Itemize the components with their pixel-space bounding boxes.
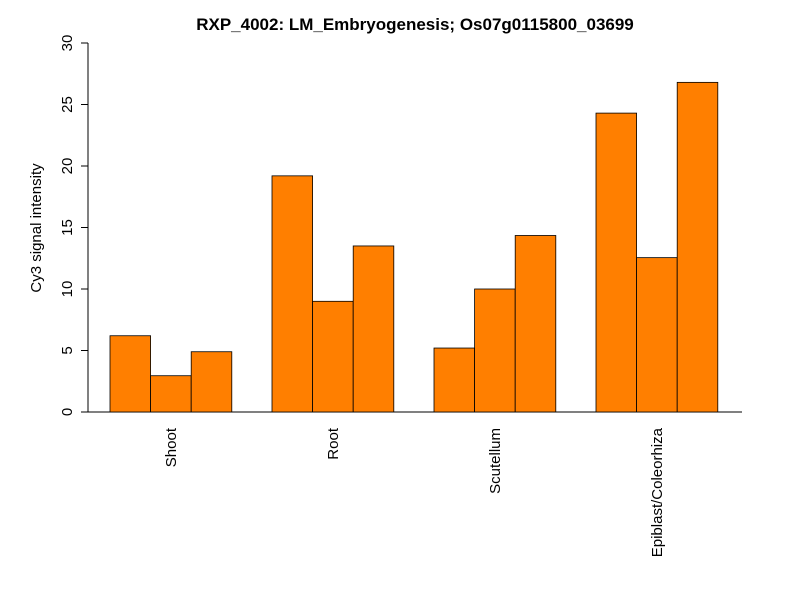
bars bbox=[109, 81, 719, 413]
y-tick-label: 30 bbox=[59, 35, 76, 52]
y-tick-label: 0 bbox=[59, 408, 76, 416]
bar-root-1 bbox=[271, 175, 313, 413]
y-tick-label: 15 bbox=[59, 219, 76, 236]
bar-shoot-3 bbox=[190, 351, 233, 413]
y-tick-label: 10 bbox=[59, 281, 76, 298]
category-labels: Shoot Root Scutellum Epiblast/Coleorhiza bbox=[163, 427, 666, 557]
category-label: Shoot bbox=[163, 427, 180, 467]
category-label: Root bbox=[325, 427, 342, 460]
y-axis-label: Cy3 signal intensity bbox=[28, 163, 45, 293]
bar-scutellum-3 bbox=[514, 235, 557, 413]
bar-root-3 bbox=[352, 245, 395, 413]
chart-title: RXP_4002: LM_Embryogenesis; Os07g0115800… bbox=[196, 15, 634, 34]
bar-scutellum-1 bbox=[433, 347, 475, 413]
bar-root-2 bbox=[312, 300, 354, 413]
bar-epiblast-coleorhiza-1 bbox=[595, 112, 637, 413]
bar-scutellum-2 bbox=[474, 288, 516, 413]
y-tick-label: 20 bbox=[59, 158, 76, 175]
category-label: Epiblast/Coleorhiza bbox=[649, 427, 666, 557]
y-tick-label: 25 bbox=[59, 96, 76, 113]
category-label: Scutellum bbox=[487, 428, 504, 494]
bar-shoot-2 bbox=[150, 375, 192, 413]
bar-epiblast-coleorhiza-3 bbox=[676, 81, 719, 413]
bar-epiblast-coleorhiza-2 bbox=[636, 257, 678, 413]
bar-shoot-1 bbox=[109, 335, 151, 413]
y-axis: 0 5 10 15 20 25 30 bbox=[59, 35, 89, 416]
y-tick-label: 5 bbox=[59, 346, 76, 354]
